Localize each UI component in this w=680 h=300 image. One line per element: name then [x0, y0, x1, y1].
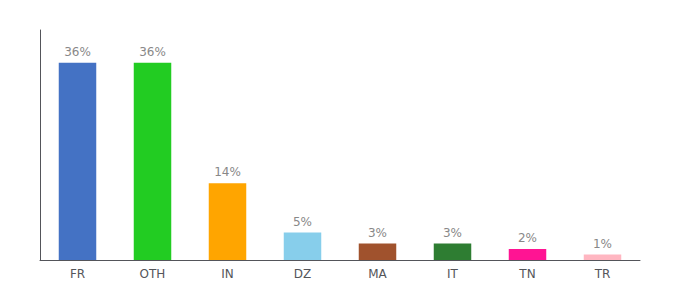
svg-text:IT: IT [447, 267, 459, 281]
svg-text:TN: TN [518, 267, 535, 281]
svg-text:MA: MA [368, 267, 387, 281]
svg-text:OTH: OTH [140, 267, 166, 281]
svg-text:14%: 14% [214, 165, 241, 179]
svg-text:3%: 3% [443, 226, 462, 240]
svg-text:IN: IN [221, 267, 234, 281]
svg-text:5%: 5% [293, 215, 312, 229]
svg-text:36%: 36% [139, 45, 166, 59]
svg-text:3%: 3% [368, 226, 387, 240]
svg-text:1%: 1% [593, 237, 612, 251]
svg-text:TR: TR [594, 267, 611, 281]
svg-text:2%: 2% [518, 231, 537, 245]
svg-text:36%: 36% [64, 45, 91, 59]
svg-text:FR: FR [70, 267, 85, 281]
svg-text:DZ: DZ [294, 267, 311, 281]
